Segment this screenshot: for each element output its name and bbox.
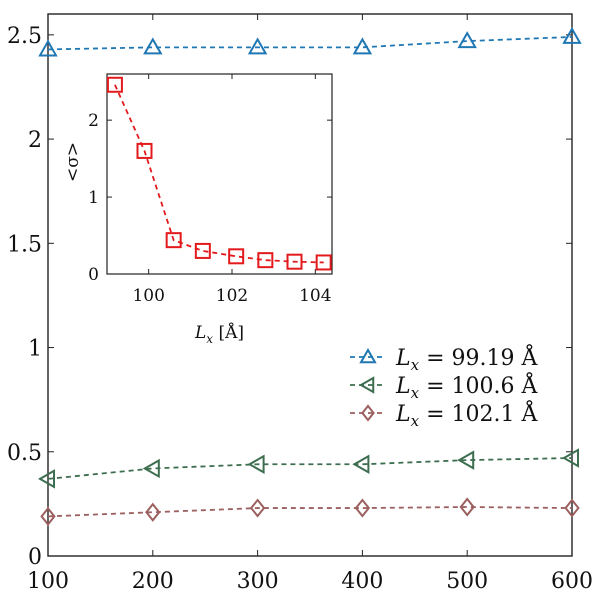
y-tick-label: 0.5	[7, 441, 42, 466]
inset-y-tick-label: 0	[88, 265, 99, 285]
series-1-point	[562, 26, 582, 44]
inset-series-point	[315, 254, 332, 271]
inset-plot: 100 102 104 0 1 2 Lx [Å] <σ>	[63, 73, 333, 346]
inset-x-tick-label: 102	[216, 286, 248, 306]
series-3-point	[564, 498, 580, 518]
y-tick-label: 2.5	[7, 24, 42, 49]
series-3-point	[40, 506, 56, 526]
inset-y-tick-label: 1	[88, 188, 99, 208]
inset-series-point	[165, 232, 182, 249]
legend-marker-1	[359, 347, 377, 364]
legend-label-2: Lx = 100.6 Å	[395, 371, 538, 402]
series-2-point	[457, 450, 475, 470]
series-3-point	[354, 498, 371, 518]
series-line-3	[47, 506, 573, 518]
series-2-point	[37, 469, 55, 489]
legend-label-1: Lx = 99.19 Å	[395, 343, 538, 374]
series-1-point	[143, 37, 163, 55]
series-1-point	[247, 37, 268, 55]
y-tick-label: 1	[28, 337, 42, 362]
legend-marker-2	[358, 376, 375, 394]
inset-x-tick-label: 100	[132, 286, 164, 306]
inset-series-point	[257, 252, 274, 269]
inset-x-axis-label: Lx [Å]	[194, 322, 244, 346]
y-tick-label: 0	[28, 545, 42, 570]
inset-x-tick-label: 104	[299, 286, 331, 306]
y-tick-label: 2	[28, 128, 42, 153]
plot-frame	[47, 13, 573, 557]
main-plot: 100 200 300 400 500 600 0 0.5 1 1.5 2 2.5	[7, 13, 593, 594]
series-2-point	[142, 458, 160, 479]
x-tick-label: 100	[27, 569, 69, 594]
legend-label-3: Lx = 102.1 Å	[395, 399, 538, 430]
series-1-point	[352, 37, 373, 55]
series-1-point	[38, 39, 58, 57]
series-3-point	[249, 498, 266, 518]
x-tick-label: 200	[132, 569, 174, 594]
inset-y-axis-label: <σ>	[63, 142, 83, 182]
inset-series-point	[194, 242, 211, 259]
series-line-2	[47, 457, 573, 480]
series-2-point	[561, 448, 579, 468]
series-1-point	[457, 31, 477, 49]
series-2-point	[247, 454, 265, 475]
legend: Lx = 99.19 ÅLx = 100.6 ÅLx = 102.1 Å	[350, 343, 538, 430]
x-tick-label: 600	[551, 569, 593, 594]
inset-y-tick-label: 2	[88, 111, 99, 131]
y-tick-label: 1.5	[7, 232, 42, 257]
series-3-point	[145, 502, 161, 522]
series-3-point	[459, 497, 475, 517]
inset-series-point	[106, 76, 123, 93]
x-tick-label: 400	[341, 569, 383, 594]
series-2-point	[352, 454, 370, 475]
inset-series-point	[286, 253, 303, 270]
inset-frame	[106, 73, 333, 275]
x-tick-label: 300	[237, 569, 279, 594]
inset-series-point	[228, 248, 245, 265]
legend-marker-3	[361, 404, 375, 422]
inset-series-point	[136, 142, 153, 159]
series-line-1	[47, 36, 573, 51]
x-tick-label: 500	[446, 569, 488, 594]
